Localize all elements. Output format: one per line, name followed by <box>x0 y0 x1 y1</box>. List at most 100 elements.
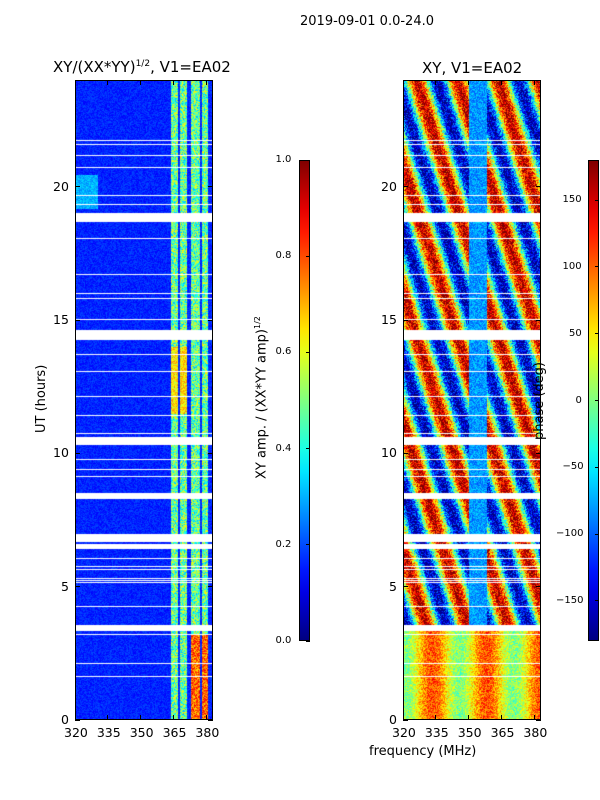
amp-colorbar <box>299 160 310 641</box>
amp-ytick-label: 0 <box>61 712 69 727</box>
phase-ytick-mark-right <box>536 186 541 188</box>
amp-cbar-label-sup: 1/2 <box>253 316 262 329</box>
phase-heatmap <box>403 80 541 720</box>
phase-xtick-label: 335 <box>424 725 449 740</box>
phase-cbar-tick-mark <box>595 466 599 468</box>
amp-cbar-tick-mark <box>306 255 310 257</box>
amp-xtick-mark <box>205 715 207 720</box>
phase-ytick-mark <box>403 186 408 188</box>
amp-xtick-mark-top <box>74 80 76 85</box>
phase-cbar-tick-label: −50 <box>562 461 584 473</box>
phase-cbar-tick-mark <box>595 199 599 201</box>
frequency-xlabel: frequency (MHz) <box>369 744 477 759</box>
amp-ytick-mark-right <box>208 586 213 588</box>
phase-cbar-tick-mark <box>595 400 599 401</box>
amp-heatmap-canvas <box>76 81 212 719</box>
phase-cbar-tick-label: −150 <box>556 594 584 606</box>
amp-ytick-label: 20 <box>53 178 69 194</box>
phase-xtick-mark-top <box>402 80 404 85</box>
amp-ylabel: UT (hours) <box>34 364 49 433</box>
amp-xtick-label: 320 <box>64 725 88 740</box>
phase-ytick-mark-right <box>536 586 541 588</box>
amp-title-sup: 1/2 <box>135 59 151 69</box>
amp-xtick-mark-top <box>140 80 142 85</box>
phase-cbar-tick-label: 150 <box>562 194 582 206</box>
amp-xtick-mark <box>140 715 142 720</box>
phase-ytick-mark <box>403 586 408 588</box>
figure-suptitle: 2019-09-01 0.0-24.0 <box>300 14 434 29</box>
phase-colorbar-label: phase (deg) <box>532 361 547 440</box>
amp-xtick-mark-top <box>107 80 109 85</box>
amp-ytick-label: 15 <box>53 312 69 327</box>
amp-cbar-tick-mark <box>306 544 310 546</box>
phase-heatmap-canvas <box>404 81 540 719</box>
phase-ytick-label: 5 <box>389 578 397 594</box>
phase-xtick-mark-top <box>501 80 503 85</box>
amp-ytick-mark <box>75 186 80 188</box>
phase-ytick-mark-right <box>536 319 541 321</box>
phase-ytick-label: 15 <box>381 312 397 327</box>
phase-cbar-tick-mark <box>595 533 599 535</box>
amp-cbar-tick-mark <box>306 159 310 161</box>
phase-ytick-mark <box>403 452 408 454</box>
amp-cbar-tick-mark <box>306 640 310 642</box>
phase-xtick-label: 365 <box>490 725 515 740</box>
amp-cbar-tick-mark <box>306 351 310 353</box>
amp-ytick-label: 5 <box>61 578 69 594</box>
phase-xtick-mark <box>402 715 404 720</box>
phase-cbar-tick-mark <box>595 333 599 335</box>
amp-cbar-label-main: XY amp. / (XX*YY amp) <box>254 329 270 479</box>
amp-heatmap <box>75 80 213 720</box>
amp-colorbar-label: XY amp. / (XX*YY amp)1/2 <box>253 316 269 479</box>
phase-ytick-label: 10 <box>381 445 397 461</box>
amp-ytick-label: 10 <box>53 445 69 461</box>
amp-xtick-mark <box>74 715 76 720</box>
amp-title-suffix: , V1=EA02 <box>150 58 231 76</box>
amp-xtick-label: 335 <box>96 725 121 740</box>
phase-xtick-mark-top <box>533 80 535 85</box>
phase-xtick-label: 350 <box>457 725 482 740</box>
amp-ytick-mark <box>75 319 80 321</box>
amp-cbar-tick-label: 0.6 <box>275 346 292 358</box>
phase-cbar-tick-label: 50 <box>569 327 582 339</box>
amp-ytick-mark <box>75 586 80 588</box>
amp-xtick-label: 380 <box>195 725 220 740</box>
amp-ytick-mark-right <box>208 452 213 454</box>
phase-cbar-tick-label: −100 <box>556 528 584 540</box>
amp-xtick-label: 350 <box>129 725 154 740</box>
amp-cbar-tick-label: 0.2 <box>275 538 292 550</box>
amp-ytick-mark <box>75 719 80 721</box>
phase-cbar-tick-mark <box>595 266 599 268</box>
phase-xtick-label: 380 <box>523 725 548 740</box>
amp-cbar-tick-label: 0.0 <box>275 635 292 646</box>
amp-title-main: XY/(XX*YY) <box>53 58 136 76</box>
phase-cbar-tick-label: 0 <box>575 394 582 406</box>
amp-xtick-mark <box>173 715 175 720</box>
phase-xtick-mark-top <box>435 80 437 85</box>
phase-cbar-tick-mark <box>595 600 599 602</box>
phase-ytick-mark-right <box>536 719 541 721</box>
amp-ytick-mark-right <box>208 719 213 721</box>
amp-cbar-tick-label: 0.4 <box>275 442 292 454</box>
amp-xtick-mark-top <box>173 80 175 85</box>
phase-ytick-label: 0 <box>389 712 397 727</box>
phase-ytick-mark <box>403 319 408 321</box>
amp-cbar-tick-mark <box>306 448 310 450</box>
amp-xtick-label: 365 <box>162 725 187 740</box>
amp-cbar-tick-label: 0.8 <box>275 250 292 262</box>
amp-xtick-mark-top <box>205 80 207 85</box>
phase-xtick-mark <box>468 715 470 720</box>
phase-ytick-mark-right <box>536 452 541 454</box>
amp-cbar-tick-label: 1.0 <box>275 154 292 165</box>
phase-xtick-mark <box>435 715 437 720</box>
phase-ytick-label: 20 <box>381 178 397 194</box>
phase-xtick-label: 320 <box>392 725 416 740</box>
amp-ytick-mark-right <box>208 319 213 321</box>
amp-xtick-mark <box>107 715 109 720</box>
phase-xtick-mark <box>501 715 503 720</box>
amp-panel-title: XY/(XX*YY)1/2, V1=EA02 <box>53 58 231 76</box>
phase-xtick-mark <box>533 715 535 720</box>
amp-ytick-mark <box>75 452 80 454</box>
amp-ytick-mark-right <box>208 186 213 188</box>
phase-cbar-tick-label: 100 <box>562 260 582 272</box>
